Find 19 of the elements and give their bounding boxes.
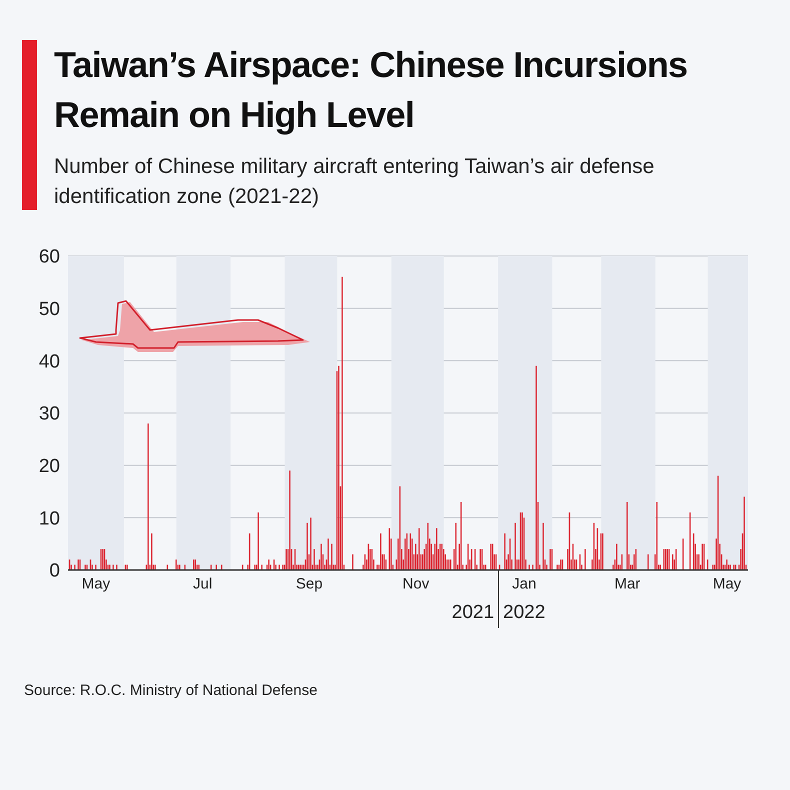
y-tick-label: 10 — [38, 508, 60, 530]
chart-subtitle: Number of Chinese military aircraft entering Taiwan’s air defense identification zone (2021-22) — [54, 154, 656, 210]
text: 2021 — [452, 602, 494, 624]
x-tick-label: Jul — [193, 576, 212, 593]
text: 2022 — [503, 602, 546, 624]
x-tick-label: Sep — [296, 576, 323, 593]
x-tick-label: Jan — [512, 576, 536, 593]
x-tick-label: May — [712, 576, 742, 593]
y-tick-label: 60 — [38, 246, 60, 268]
y-tick-label: 20 — [38, 456, 60, 478]
chart-title: Taiwan’s Airspace: Chinese Incursions Remain on High Level — [54, 43, 688, 137]
y-tick-label: 0 — [49, 560, 60, 582]
x-tick-label: May — [82, 576, 111, 593]
source-note: Source: R.O.C. Ministry of National Defense — [24, 682, 318, 699]
x-tick-label: Mar — [614, 576, 640, 593]
x-tick-label: Nov — [402, 576, 430, 593]
y-tick-label: 50 — [38, 299, 60, 320]
y-tick-label: 30 — [38, 404, 60, 425]
y-tick-label: 40 — [38, 351, 60, 372]
